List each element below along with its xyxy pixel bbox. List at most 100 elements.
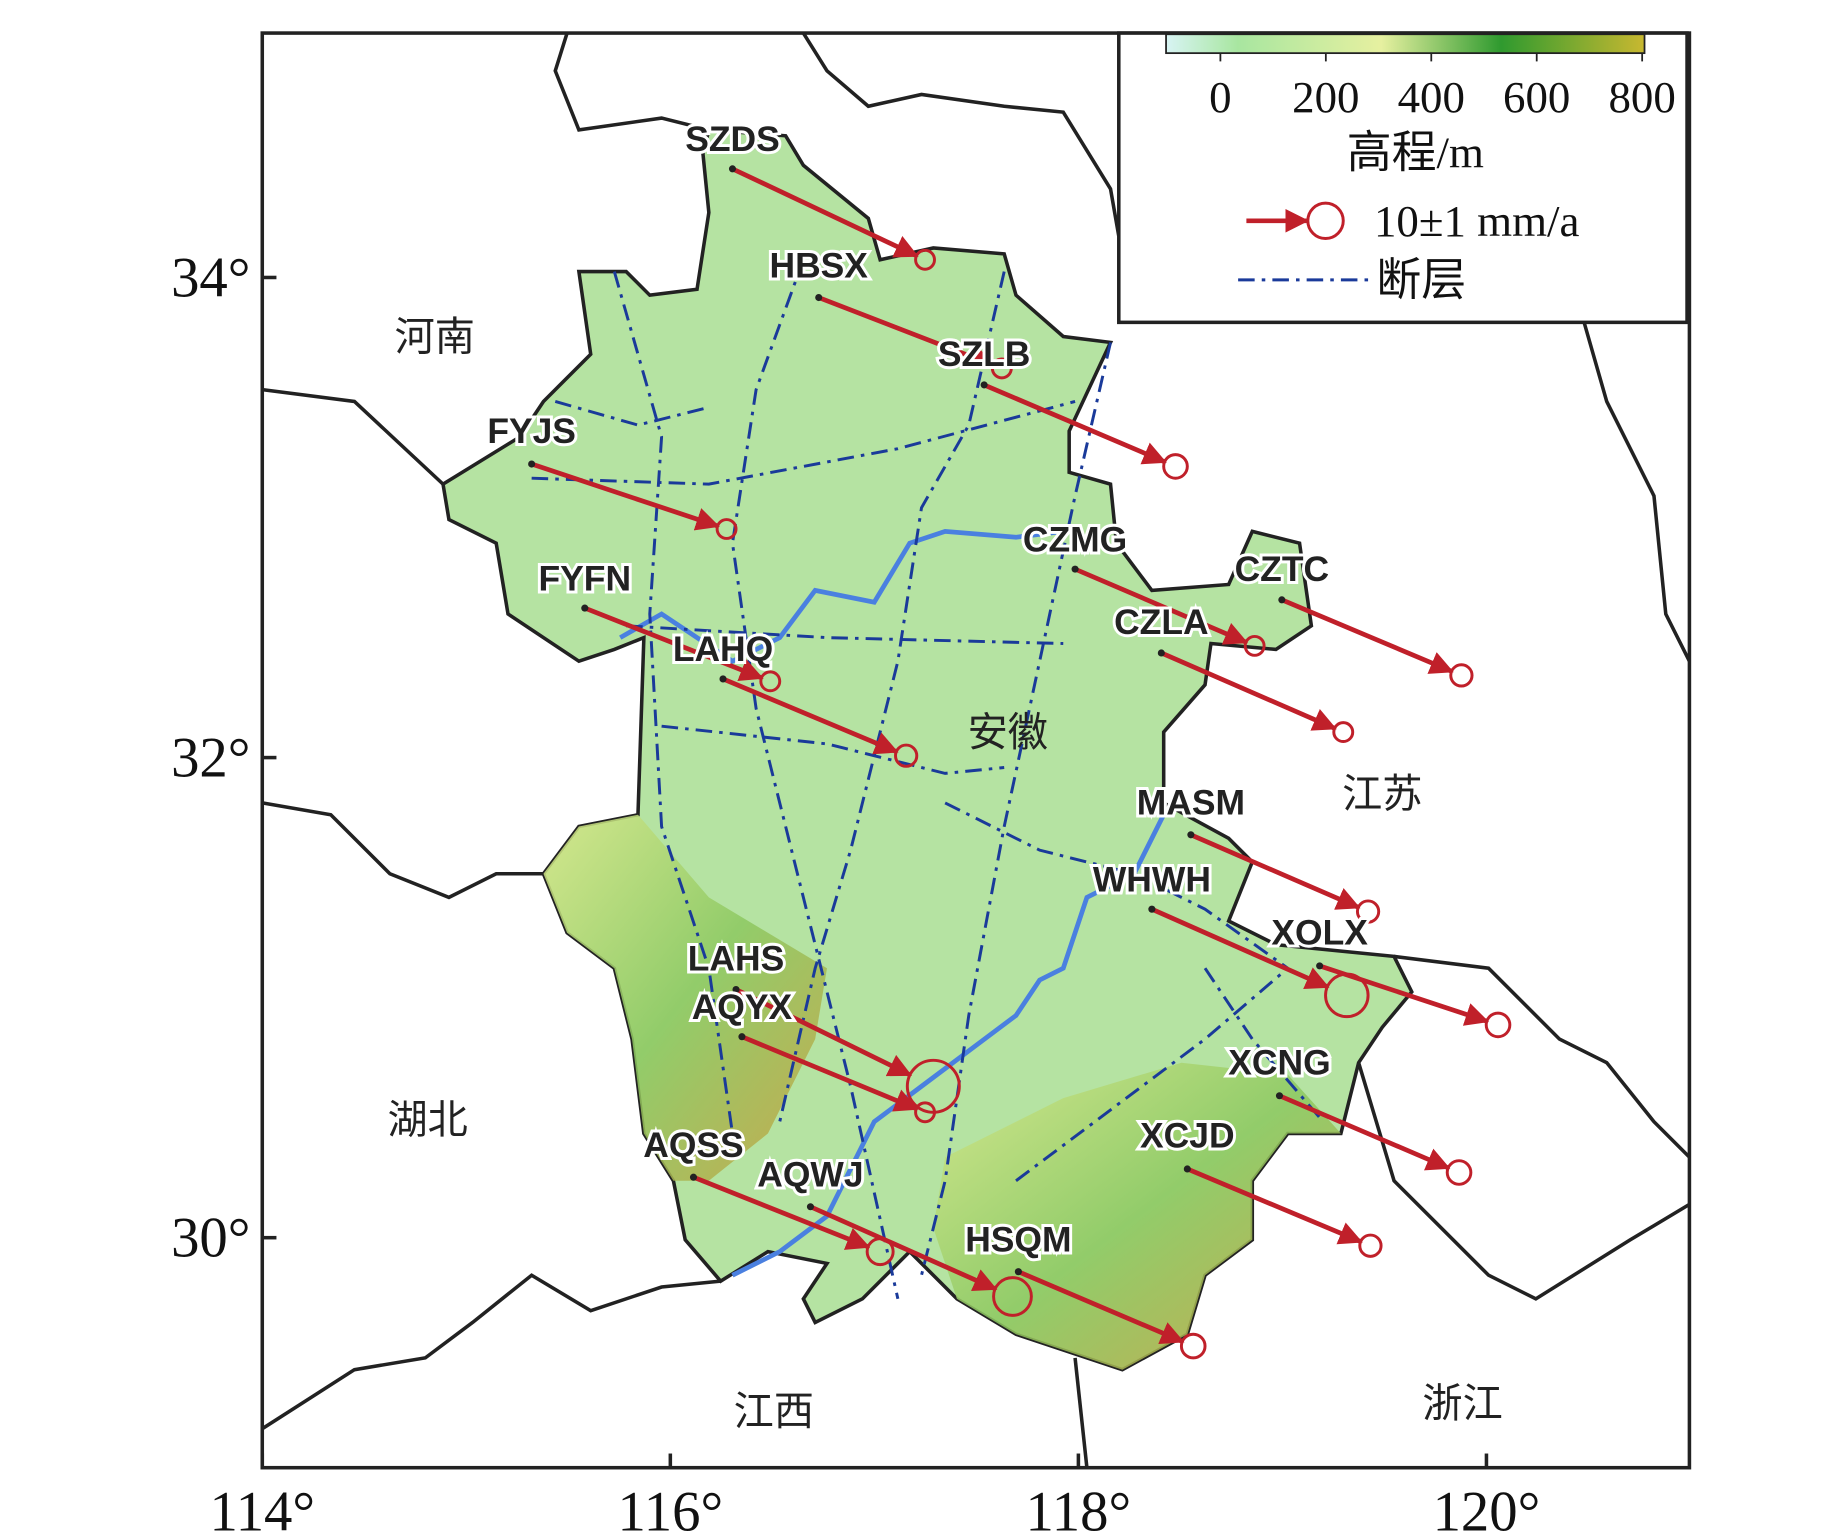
velocity-arrow	[1074, 566, 1249, 645]
error-circle	[715, 518, 738, 540]
velocity-arrow	[722, 676, 899, 755]
station-label: CZLA	[1114, 602, 1208, 642]
y-tick-label: 34°	[171, 246, 250, 309]
station-dot	[1014, 1268, 1022, 1276]
station-label: XCJD	[1140, 1116, 1235, 1156]
error-circle	[992, 1276, 1033, 1317]
station-dot	[719, 675, 727, 683]
station: CZLA	[1111, 599, 1355, 743]
error-circle	[1358, 1233, 1383, 1258]
border	[1356, 1062, 1690, 1301]
border	[1073, 1357, 1089, 1468]
station: XCNG	[1225, 1040, 1473, 1186]
station-dot	[980, 381, 988, 389]
error-circle	[914, 248, 936, 271]
station: XOLX	[1268, 910, 1512, 1039]
station-dot	[1071, 565, 1079, 573]
station-label: AQWJ	[757, 1155, 863, 1195]
colorbar	[1165, 33, 1646, 55]
velocity-arrow	[583, 605, 764, 682]
station-label: SZLB	[938, 334, 1031, 374]
legend-circle	[1306, 201, 1345, 240]
station-label: HSQM	[965, 1220, 1071, 1260]
error-circle	[1162, 453, 1189, 480]
legend: 高程/m 10±1 mm/a 断层 0 200 400 600 800	[1117, 31, 1689, 325]
colorbar-tick-label: 800	[1608, 72, 1675, 122]
station-dot	[1183, 1165, 1191, 1173]
station-dot	[1148, 905, 1156, 913]
x-tick-label: 120°	[1433, 1480, 1541, 1535]
legend-box	[1117, 31, 1689, 325]
error-circle	[914, 1101, 936, 1124]
station: HBSX	[767, 243, 1013, 380]
error-circle	[1484, 1011, 1512, 1039]
velocity-arrow	[817, 295, 996, 369]
station-dot	[1275, 1092, 1284, 1100]
station-dot	[1187, 831, 1195, 839]
fault	[531, 400, 1076, 486]
colorbar-tick-label: 600	[1503, 72, 1570, 122]
colorbar-tick-label: 0	[1209, 72, 1231, 122]
fault	[944, 801, 1289, 970]
error-circle	[990, 357, 1013, 380]
velocity-arrow	[1017, 1269, 1185, 1344]
station-label: CZMG	[1023, 519, 1127, 559]
faults	[531, 259, 1325, 1300]
station: SZLB	[935, 331, 1189, 480]
fault	[730, 259, 900, 1300]
station: WHWH	[1090, 857, 1370, 1019]
station: XCJD	[1137, 1113, 1383, 1258]
velocity-arrow	[1186, 1166, 1363, 1245]
fault	[920, 342, 1112, 1276]
velocity-arrow	[741, 1034, 919, 1112]
station-dot	[806, 1203, 814, 1211]
station-dot	[581, 604, 589, 612]
velocity-label: 10±1 mm/a	[1374, 196, 1579, 246]
fault	[1015, 967, 1289, 1182]
velocity-arrow	[731, 166, 919, 258]
province-label: 江西	[734, 1389, 814, 1435]
station-label: HBSX	[769, 245, 868, 285]
station-label: WHWH	[1093, 859, 1211, 899]
station: FYJS	[484, 408, 738, 540]
station: LAHQ	[670, 626, 919, 768]
fault-label: 断层	[1376, 255, 1466, 305]
station-label: XCNG	[1228, 1043, 1330, 1083]
station-dot	[1278, 596, 1286, 604]
station: MASM	[1134, 780, 1381, 924]
border	[801, 33, 1121, 237]
error-circle	[894, 743, 919, 768]
station-dot	[728, 165, 737, 173]
station-label: MASM	[1137, 783, 1245, 823]
x-tick-label: 116°	[618, 1480, 724, 1535]
error-circle	[1445, 1159, 1473, 1186]
colorbar-title: 高程/m	[1347, 128, 1484, 178]
error-circle	[759, 670, 782, 693]
velocity-arrow	[1160, 650, 1337, 731]
x-tick-label: 114°	[209, 1480, 315, 1535]
station: CZMG	[1020, 516, 1266, 657]
station-dot	[689, 1173, 698, 1181]
station-label: LAHQ	[673, 629, 773, 669]
station: AQWJ	[754, 1152, 1033, 1317]
station-dot	[1316, 962, 1324, 970]
station-label: AQSS	[643, 1125, 743, 1165]
station-label: CZTC	[1235, 549, 1329, 589]
station-dot	[732, 985, 740, 994]
station-dot	[528, 460, 536, 468]
velocity-arrow	[1189, 832, 1361, 910]
error-circle	[1449, 663, 1474, 688]
province-label: 浙江	[1422, 1381, 1502, 1427]
border	[553, 33, 710, 132]
station-dot	[815, 294, 823, 302]
province-label: 河南	[395, 315, 475, 361]
y-tick-label: 32°	[171, 726, 250, 789]
station: SZDS	[682, 116, 936, 271]
border	[1581, 318, 1690, 663]
station: HSQM	[962, 1217, 1207, 1360]
velocity-arrow	[1278, 1093, 1451, 1171]
border	[262, 801, 544, 900]
fault	[612, 271, 734, 1134]
velocity-arrow	[1150, 907, 1330, 989]
station: FYFN	[536, 555, 782, 693]
